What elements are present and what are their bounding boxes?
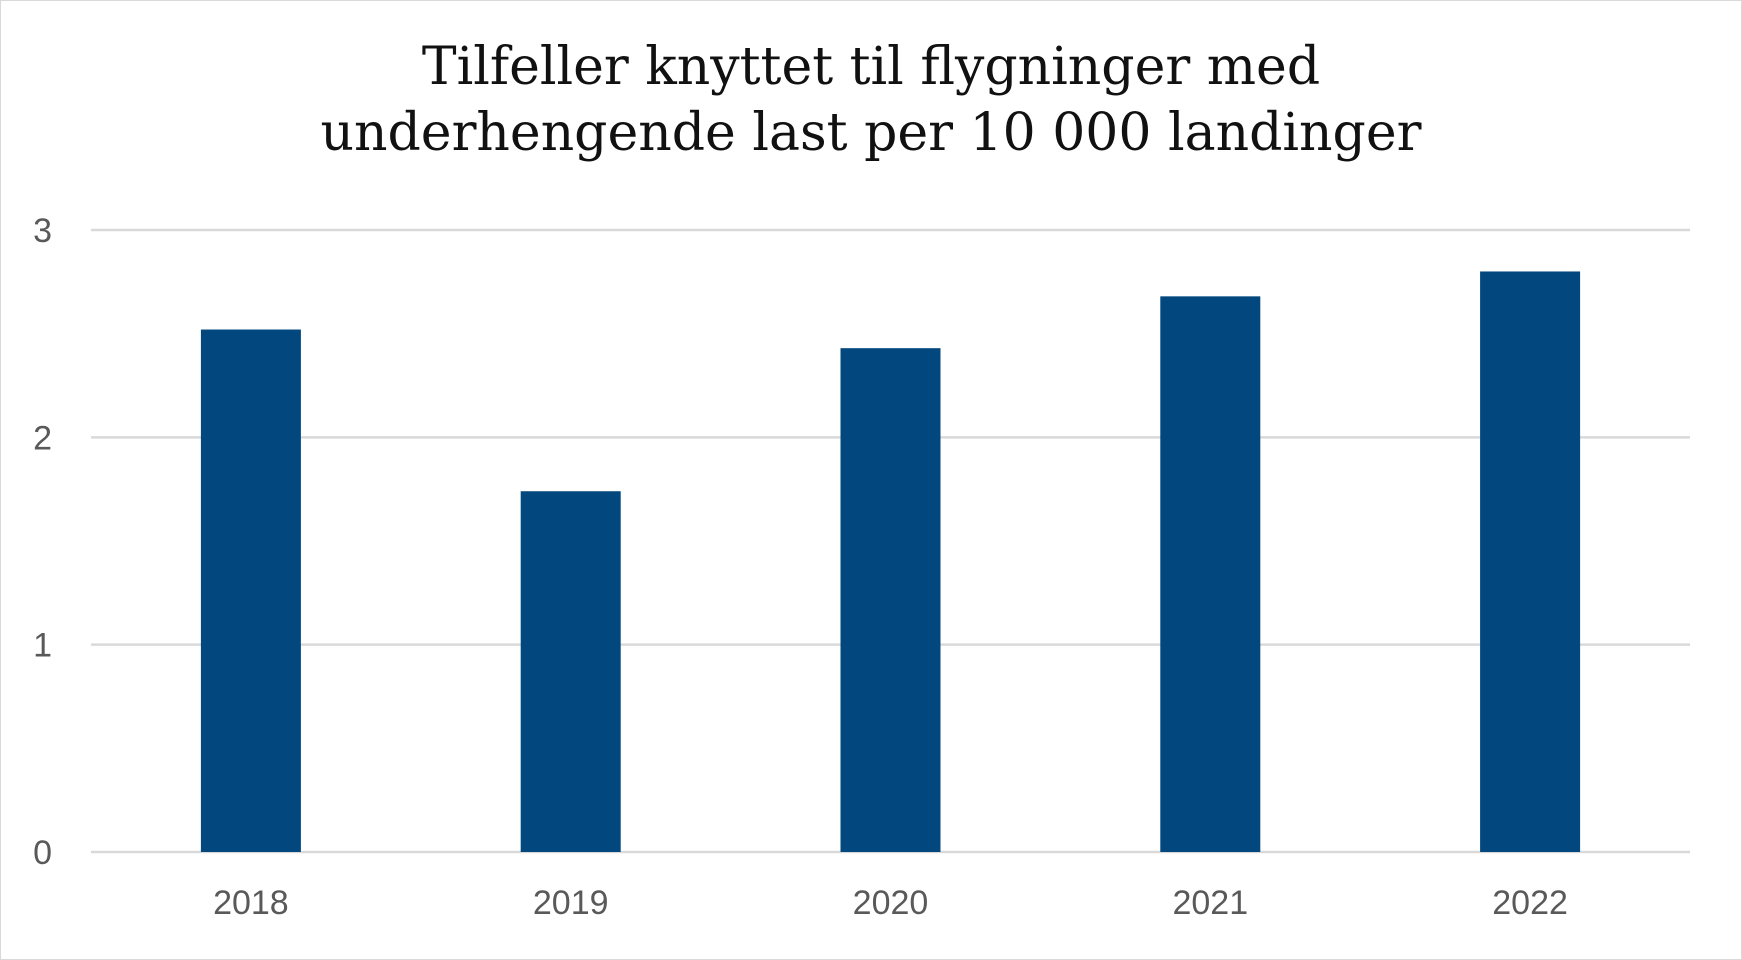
- x-tick-label-2022: 2022: [1492, 884, 1568, 922]
- y-tick-label-0: 0: [33, 834, 52, 872]
- y-axis-tick-labels: 0 1 2 3: [33, 212, 52, 872]
- bars: [200, 271, 1581, 852]
- x-axis-tick-labels: 2018 2019 2020 2021 2022: [213, 884, 1568, 922]
- chart-title-line-1: Tilfeller knyttet til flygninger med: [421, 37, 1321, 97]
- bar-2019: [520, 491, 621, 852]
- bar-2020: [840, 348, 941, 852]
- x-tick-label-2019: 2019: [533, 884, 609, 922]
- bar-2022: [1480, 271, 1581, 852]
- x-tick-label-2020: 2020: [853, 884, 929, 922]
- y-tick-label-1: 1: [33, 627, 52, 665]
- bar-2018: [200, 329, 301, 852]
- chart-title: Tilfeller knyttet til flygninger med und…: [0, 34, 1742, 166]
- x-tick-label-2021: 2021: [1172, 884, 1248, 922]
- chart-title-line-2: underhengende last per 10 000 landinger: [320, 103, 1422, 163]
- y-tick-label-3: 3: [33, 212, 52, 250]
- bar-2021: [1160, 296, 1261, 852]
- y-tick-label-2: 2: [33, 419, 52, 457]
- x-tick-label-2018: 2018: [213, 884, 289, 922]
